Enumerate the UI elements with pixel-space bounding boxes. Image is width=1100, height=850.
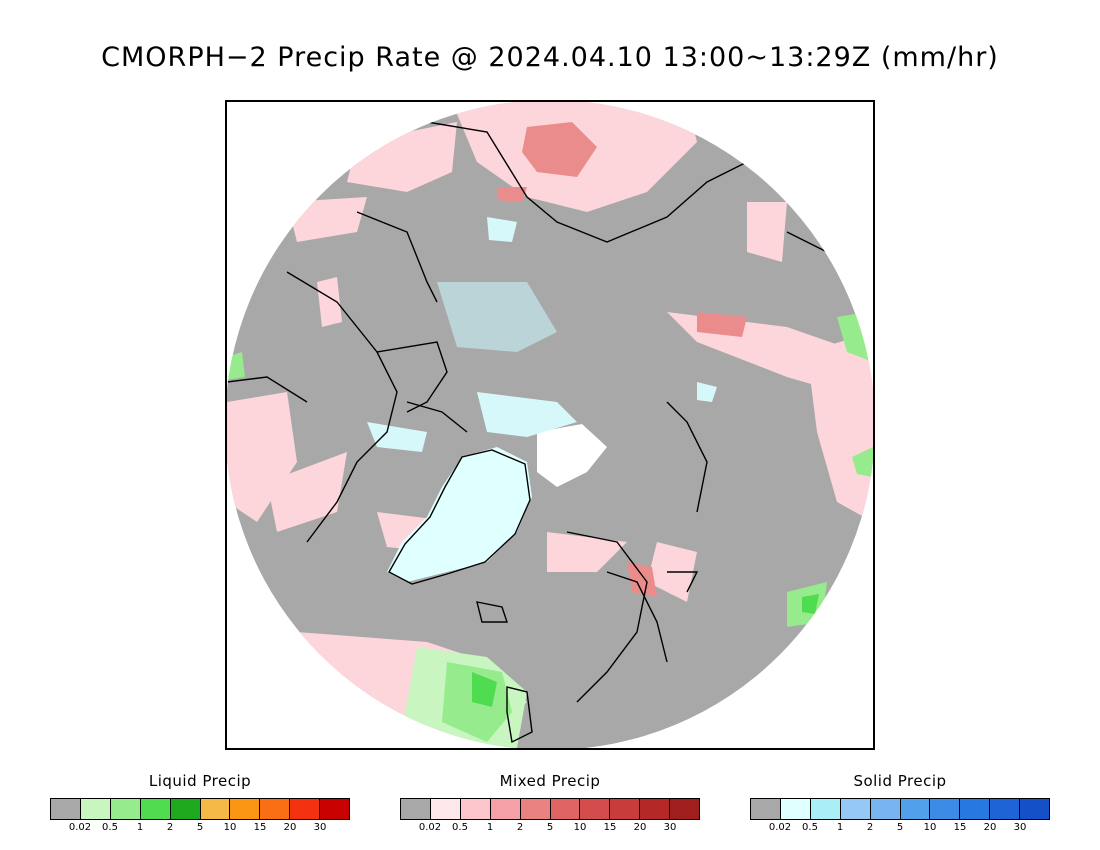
legend-title: Liquid Precip <box>148 772 252 790</box>
legend-tick-label: 30 <box>1013 822 1027 833</box>
legend-tick-label: 20 <box>983 822 997 833</box>
legend-swatch <box>640 799 671 819</box>
color-bar <box>50 798 350 820</box>
legend-tick-label: 10 <box>923 822 937 833</box>
legend-swatch <box>780 799 811 819</box>
legend-swatch <box>990 799 1021 819</box>
legend-swatch <box>810 799 841 819</box>
legend-swatch <box>290 799 321 819</box>
legend-tick-label: 0.5 <box>802 822 818 833</box>
legend-swatch <box>840 799 871 819</box>
legend-swatch <box>110 799 141 819</box>
legend-swatch <box>870 799 901 819</box>
legend-swatch <box>320 799 350 819</box>
legend-swatch <box>610 799 641 819</box>
legend-tick-label: 2 <box>516 822 524 833</box>
legend-tick-label: 30 <box>663 822 677 833</box>
legend-tick-label: 20 <box>283 822 297 833</box>
legend-tick-label: 0.02 <box>68 822 92 833</box>
legend-swatch <box>230 799 261 819</box>
legend-swatch <box>900 799 931 819</box>
legend-title: Solid Precip <box>853 772 947 790</box>
legend-solid-precip: Solid Precip 0.02 0.5 1 2 5 10 15 20 30 <box>750 770 1050 834</box>
legend-swatch <box>200 799 231 819</box>
legend-tick-label: 30 <box>313 822 327 833</box>
coastlines <box>227 121 858 744</box>
legend-tick-label: 20 <box>633 822 647 833</box>
liquid-precip-areas <box>227 312 873 748</box>
legend-tick-label: 15 <box>253 822 267 833</box>
legend-swatch <box>751 799 781 819</box>
color-bar <box>750 798 1050 820</box>
legend-swatch <box>51 799 81 819</box>
legend-tick-label: 2 <box>866 822 874 833</box>
map-title: CMORPH−2 Precip Rate @ 2024.04.10 13:00~… <box>101 42 999 73</box>
legend-tick-label: 15 <box>603 822 617 833</box>
mixed-precip-core <box>497 122 747 597</box>
legend-tick-label: 0.02 <box>768 822 792 833</box>
legend-swatch <box>580 799 611 819</box>
legend-swatch <box>490 799 521 819</box>
legend-tick-label: 10 <box>223 822 237 833</box>
tick-labels: 0.02 0.5 1 2 5 10 15 20 30 <box>750 820 1050 834</box>
legend-swatch <box>401 799 431 819</box>
legend-swatch <box>80 799 111 819</box>
legend-swatch <box>550 799 581 819</box>
legend-tick-label: 5 <box>546 822 554 833</box>
legend-swatch <box>520 799 551 819</box>
legend-liquid-precip: Liquid Precip 0.02 0.5 1 2 5 10 15 20 30 <box>50 770 350 834</box>
legend-tick-label: 10 <box>573 822 587 833</box>
legend-tick-label: 1 <box>136 822 144 833</box>
color-bar <box>400 798 700 820</box>
polar-map <box>225 100 875 750</box>
legend-tick-label: 5 <box>896 822 904 833</box>
legend-tick-label: 0.02 <box>418 822 442 833</box>
legend-swatch <box>140 799 171 819</box>
legend-swatch <box>670 799 700 819</box>
legend-tick-label: 2 <box>166 822 174 833</box>
legend-tick-label: 1 <box>486 822 494 833</box>
tick-labels: 0.02 0.5 1 2 5 10 15 20 30 <box>50 820 350 834</box>
legend-swatch <box>460 799 491 819</box>
legend-swatch <box>430 799 461 819</box>
legend-tick-label: 0.5 <box>102 822 118 833</box>
legend-tick-label: 5 <box>196 822 204 833</box>
legend-swatch <box>170 799 201 819</box>
legend-swatch <box>1020 799 1050 819</box>
solid-precip-areas <box>367 217 717 582</box>
legend-tick-label: 0.5 <box>452 822 468 833</box>
tick-labels: 0.02 0.5 1 2 5 10 15 20 30 <box>400 820 700 834</box>
legend-title: Mixed Precip <box>499 772 601 790</box>
legend-tick-label: 1 <box>836 822 844 833</box>
legend-tick-label: 15 <box>953 822 967 833</box>
legend-swatch <box>260 799 291 819</box>
legend-swatch <box>930 799 961 819</box>
legend-mixed-precip: Mixed Precip 0.02 0.5 1 2 5 10 15 20 30 <box>400 770 700 834</box>
legend-swatch <box>960 799 991 819</box>
